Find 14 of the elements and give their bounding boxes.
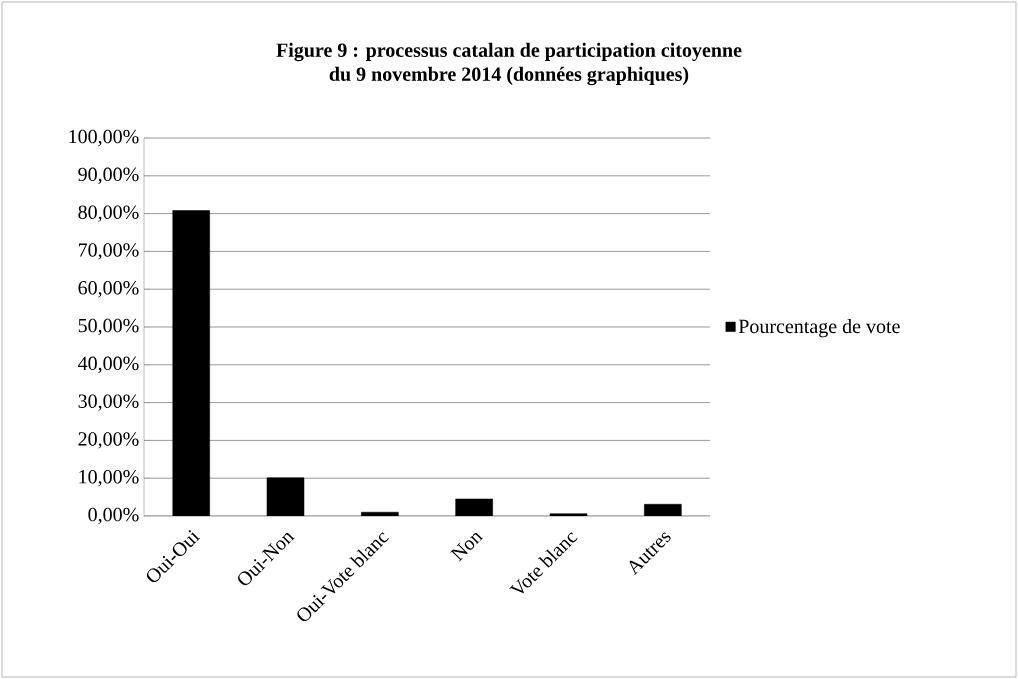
y-tick-label: 60,00% xyxy=(78,281,139,298)
chart-title: Figure 9 : processus catalan de participation citoyenne du 9 novembre 2014 (données graphiques) xyxy=(276,42,742,86)
y-tick-label: 80,00% xyxy=(78,205,139,222)
y-tick-label: 70,00% xyxy=(78,243,139,260)
y-tick-label: 20,00% xyxy=(78,432,139,449)
y-tick-label: 50,00% xyxy=(78,318,139,336)
legend-label: Pourcentage de vote xyxy=(738,319,900,338)
y-tick-label: 90,00% xyxy=(78,167,139,184)
y-tick-label: 10,00% xyxy=(79,470,139,487)
x-tick-label: Non xyxy=(450,532,484,562)
y-tick-label: 40,00% xyxy=(78,356,139,373)
y-tick-label: 100,00% xyxy=(69,129,139,147)
y-tick-label: 0,00% xyxy=(88,507,139,525)
y-tick-label: 30,00% xyxy=(78,394,139,411)
